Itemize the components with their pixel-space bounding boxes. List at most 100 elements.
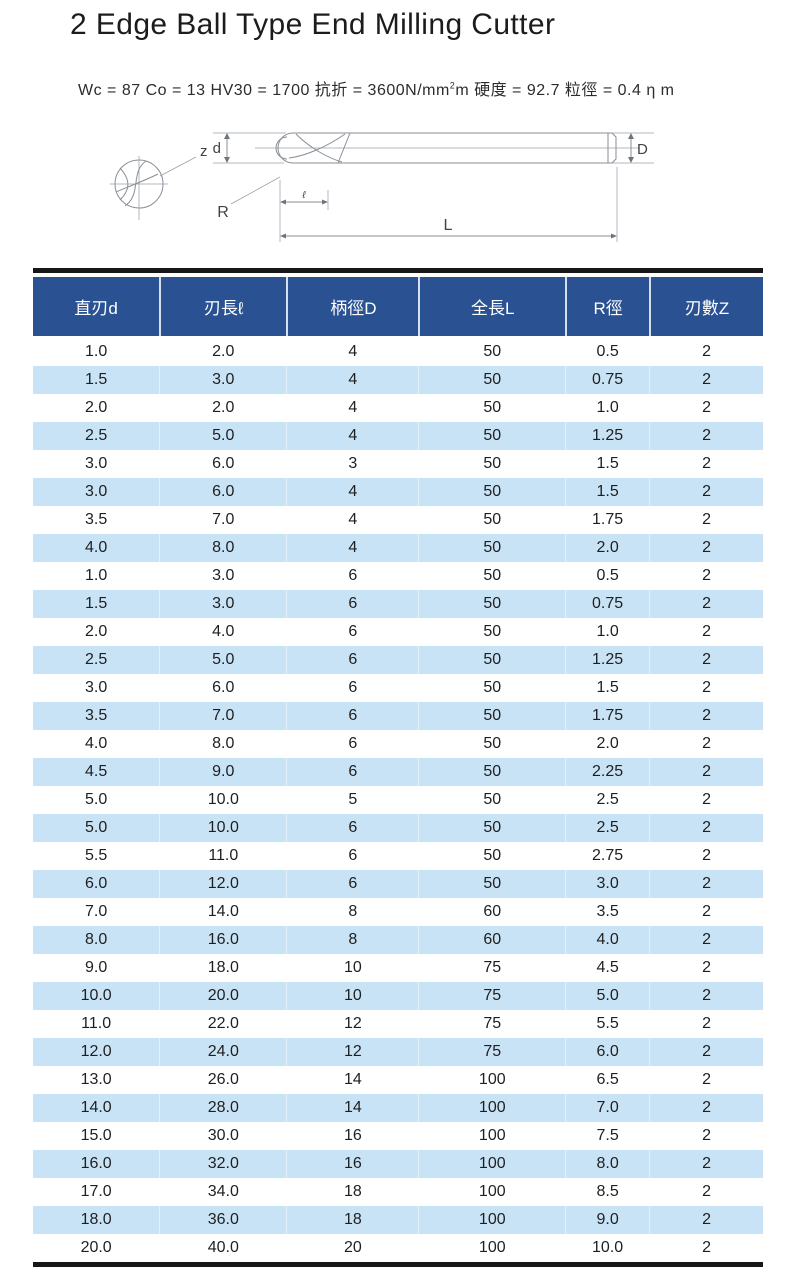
table-cell: 2.0 bbox=[565, 534, 649, 562]
table-cell: 50 bbox=[418, 758, 565, 786]
table-cell: 2.5 bbox=[565, 786, 649, 814]
table-cell: 1.25 bbox=[565, 646, 649, 674]
table-row: 1.0 3.0 6 50 0.5 2 bbox=[33, 562, 763, 590]
table-row: 2.5 5.0 4 50 1.25 2 bbox=[33, 422, 763, 450]
table-cell: 1.5 bbox=[85, 595, 108, 612]
table-cell: 50 bbox=[418, 646, 565, 674]
table-cell: 8.0 bbox=[565, 1150, 649, 1178]
table-row: 16.0 32.0 16 100 8.0 2 bbox=[33, 1150, 763, 1178]
table-row: 6.0 12.0 6 50 3.0 2 bbox=[33, 870, 763, 898]
table-cell: 50 bbox=[418, 730, 565, 758]
table-cell: 8 bbox=[286, 898, 418, 926]
table-cell: 2.0 bbox=[85, 623, 108, 640]
dimension-overall-length bbox=[280, 167, 618, 242]
table-cell: 3.0 bbox=[159, 366, 286, 394]
table-row: 1.5 3.0 4 50 0.75 2 bbox=[33, 366, 763, 394]
table-cell: 6 bbox=[286, 870, 418, 898]
r-leader-line bbox=[230, 176, 281, 205]
table-cell: 12.0 bbox=[159, 870, 286, 898]
table-row: 3.0 6.0 4 50 1.5 2 bbox=[33, 478, 763, 506]
table-cell: 2.5 bbox=[85, 651, 108, 668]
table-cell: 14.0 bbox=[80, 1099, 112, 1116]
table-cell: 16.0 bbox=[80, 1155, 112, 1172]
table-cell: 2 bbox=[649, 982, 763, 1010]
table-cell: 2 bbox=[649, 1234, 763, 1262]
table-row: 4.5 9.0 6 50 2.25 2 bbox=[33, 758, 763, 786]
spec-after-sup: m 硬度 = 92.7 粒徑 = 0.4 η m bbox=[455, 82, 675, 99]
table-cell: 7.0 bbox=[85, 903, 108, 920]
table-cell: 7.0 bbox=[565, 1094, 649, 1122]
table-cell: 6.0 bbox=[159, 478, 286, 506]
table-cell: 50 bbox=[418, 366, 565, 394]
table-cell: 7.5 bbox=[565, 1122, 649, 1150]
table-row: 11.0 22.0 12 75 5.5 2 bbox=[33, 1010, 763, 1038]
table-cell: 50 bbox=[418, 786, 565, 814]
table-cell: 4 bbox=[286, 394, 418, 422]
table-cell: 4.5 bbox=[85, 763, 108, 780]
dimension-cutting-length bbox=[279, 180, 329, 242]
table-cell: 3.0 bbox=[159, 590, 286, 618]
table-cell: 1.5 bbox=[85, 371, 108, 388]
table-cell: 50 bbox=[418, 338, 565, 366]
table-cell: 7.0 bbox=[159, 506, 286, 534]
table-cell: 100 bbox=[418, 1094, 565, 1122]
table-cell: 100 bbox=[418, 1234, 565, 1262]
table-cell: 12 bbox=[286, 1010, 418, 1038]
table-cell: 2.0 bbox=[159, 338, 286, 366]
table-cell: 2.0 bbox=[159, 394, 286, 422]
table-row: 7.0 14.0 8 60 3.5 2 bbox=[33, 898, 763, 926]
table-row: 8.0 16.0 8 60 4.0 2 bbox=[33, 926, 763, 954]
label-radius-r: R bbox=[217, 204, 229, 221]
column-header: 刃數Z bbox=[649, 277, 763, 336]
table-cell: 2 bbox=[649, 758, 763, 786]
table-cell: 4 bbox=[286, 366, 418, 394]
table-cell: 28.0 bbox=[159, 1094, 286, 1122]
spec-superscript: 2 bbox=[449, 80, 456, 91]
table-cell: 4 bbox=[286, 506, 418, 534]
column-header: R徑 bbox=[565, 277, 649, 336]
table-cell: 9.0 bbox=[159, 758, 286, 786]
flute-end-edge bbox=[337, 132, 351, 164]
end-mill-technical-drawing: z d R ℓ L bbox=[110, 132, 654, 242]
table-cell: 2 bbox=[649, 1094, 763, 1122]
table-cell: 16.0 bbox=[159, 926, 286, 954]
table-cell: 2.0 bbox=[85, 399, 108, 416]
table-cell: 100 bbox=[418, 1178, 565, 1206]
table-cell: 1.0 bbox=[85, 567, 108, 584]
table-cell: 3.5 bbox=[85, 707, 108, 724]
table-row: 2.0 4.0 6 50 1.0 2 bbox=[33, 618, 763, 646]
table-cell: 50 bbox=[418, 590, 565, 618]
table-cell: 1.5 bbox=[565, 478, 649, 506]
table-row: 2.5 5.0 6 50 1.25 2 bbox=[33, 646, 763, 674]
table-cell: 2 bbox=[649, 870, 763, 898]
dimension-d bbox=[213, 132, 286, 164]
table-cell: 3.0 bbox=[85, 483, 108, 500]
table-cell: 0.75 bbox=[565, 590, 649, 618]
table-row: 15.0 30.0 16 100 7.5 2 bbox=[33, 1122, 763, 1150]
table-row: 20.0 40.0 20 100 10.0 2 bbox=[33, 1234, 763, 1262]
table-cell: 1.25 bbox=[565, 422, 649, 450]
table-cell: 50 bbox=[418, 506, 565, 534]
table-cell: 10.0 bbox=[159, 814, 286, 842]
table-cell: 40.0 bbox=[159, 1234, 286, 1262]
table-cell: 100 bbox=[418, 1206, 565, 1234]
table-cell: 2 bbox=[649, 366, 763, 394]
column-header: 全長L bbox=[418, 277, 565, 336]
table-cell: 4.0 bbox=[565, 926, 649, 954]
label-overall-length-l: L bbox=[444, 217, 453, 234]
table-cell: 0.75 bbox=[565, 366, 649, 394]
table-cell: 2 bbox=[649, 730, 763, 758]
table-cell: 50 bbox=[418, 478, 565, 506]
table-row: 14.0 28.0 14 100 7.0 2 bbox=[33, 1094, 763, 1122]
table-cell: 3.0 bbox=[85, 679, 108, 696]
table-cell: 75 bbox=[418, 1038, 565, 1066]
table-cell: 75 bbox=[418, 982, 565, 1010]
table-cell: 3.0 bbox=[565, 870, 649, 898]
table-cell: 32.0 bbox=[159, 1150, 286, 1178]
label-cutting-diameter-d: d bbox=[213, 140, 221, 157]
table-cell: 8 bbox=[286, 926, 418, 954]
table-cell: 2 bbox=[649, 506, 763, 534]
table-cell: 1.0 bbox=[85, 343, 108, 360]
table-row: 5.0 10.0 6 50 2.5 2 bbox=[33, 814, 763, 842]
material-spec-line: Wc = 87 Co = 13 HV30 = 1700 抗折 = 3600N/m… bbox=[78, 76, 675, 100]
